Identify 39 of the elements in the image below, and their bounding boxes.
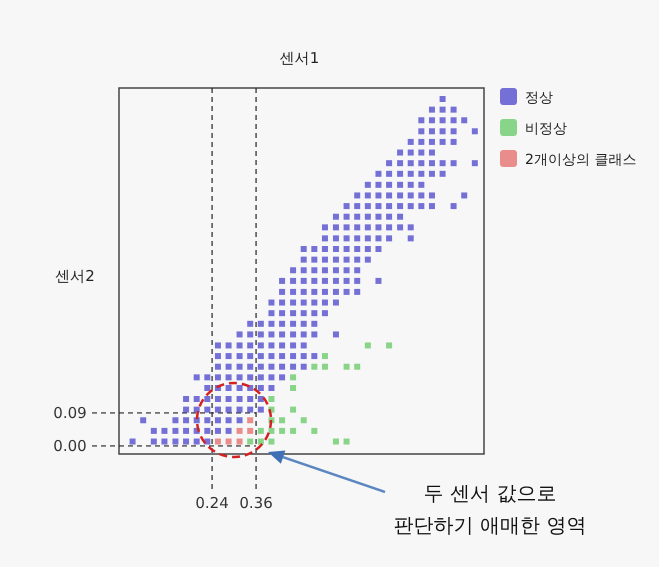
y-axis-title: 센서2 [55,267,95,285]
point [268,428,274,434]
point [322,364,328,370]
point [258,438,264,445]
point [290,384,296,391]
point [247,417,254,424]
x-axis-title: 센서1 [280,49,320,67]
point [236,438,243,445]
point [322,353,328,360]
point [247,438,254,445]
point [354,364,360,370]
y-tick-label: 0.00 [53,436,87,455]
point [247,428,254,434]
point [236,428,243,434]
point [268,396,274,402]
x-tick-label: 0.24 [195,494,229,512]
point [268,438,274,445]
point [344,438,350,445]
point [279,428,286,434]
y-tick-label: 0.09 [53,404,87,422]
legend-label: 2개이상의 클래스 [525,152,636,168]
point [300,417,307,424]
point [311,364,318,370]
x-tick-label: 0.36 [239,494,273,512]
legend-label: 비정상 [525,121,567,137]
point [311,428,318,434]
point [226,438,232,445]
point [290,406,296,413]
point [332,438,339,445]
point [364,342,371,348]
point [386,342,392,348]
point [279,417,286,424]
point [214,438,221,445]
point [290,374,296,380]
text: 두 센서 값으로 판단하기 애매한 영역 [394,481,586,537]
point [258,428,264,434]
legend-label: 정상 [525,90,553,106]
point [290,428,296,434]
point [344,364,350,370]
